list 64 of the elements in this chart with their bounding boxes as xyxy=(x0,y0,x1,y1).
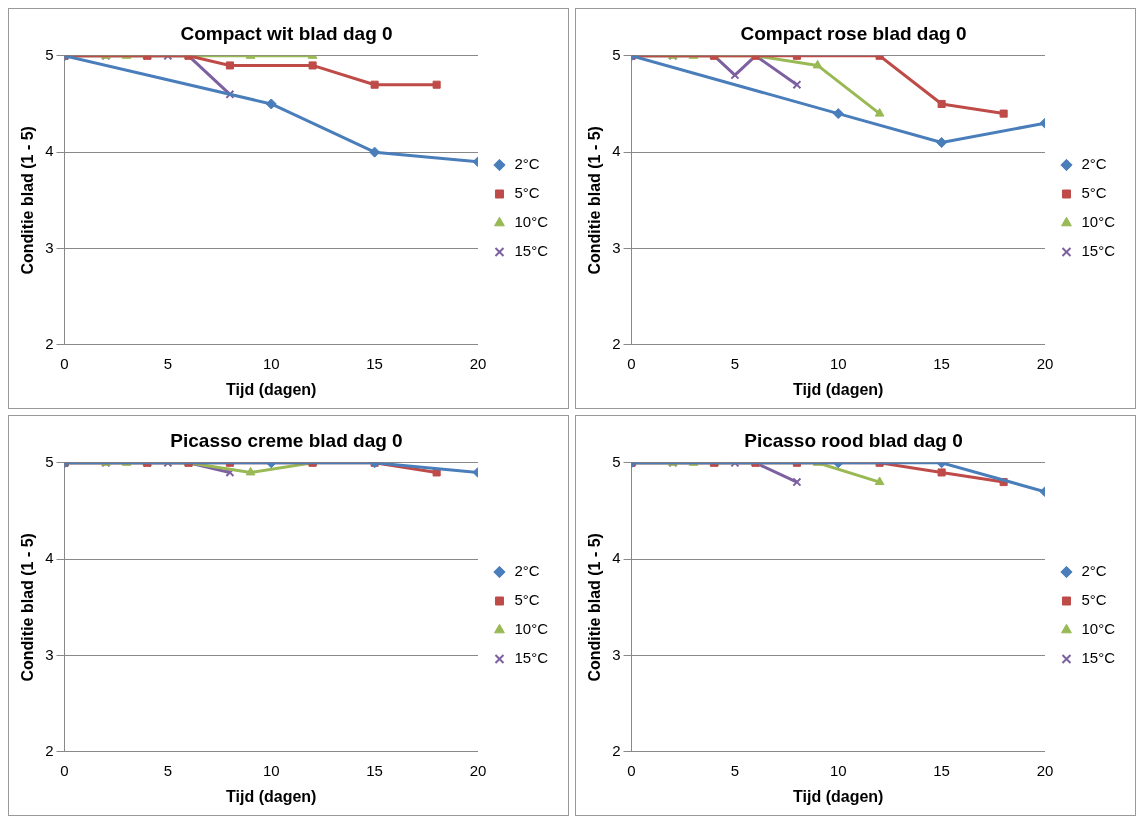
legend-label: 15°C xyxy=(514,242,549,260)
y-tick-label: 2 xyxy=(45,334,54,352)
legend-label: 2°C xyxy=(514,562,540,580)
y-tick-label: 2 xyxy=(612,334,621,352)
x-axis-title: Tijd (dagen) xyxy=(226,380,317,398)
x-tick-label: 5 xyxy=(163,761,173,779)
y-axis-title: Conditie blad (1 - 5) xyxy=(19,533,37,682)
legend-label: 10°C xyxy=(514,620,549,638)
x-tick-label: 10 xyxy=(829,354,847,372)
x-tick-label: 15 xyxy=(366,354,383,372)
legend-label: 15°C xyxy=(1081,242,1116,260)
x-tick-label: 5 xyxy=(730,761,740,779)
legend-label: 5°C xyxy=(514,591,540,609)
x-tick-label: 10 xyxy=(262,761,280,779)
x-tick-label: 0 xyxy=(627,354,636,372)
y-tick-label: 2 xyxy=(612,741,621,759)
y-tick-label: 4 xyxy=(612,142,621,160)
x-tick-label: 0 xyxy=(60,761,69,779)
y-tick-label: 3 xyxy=(45,238,54,256)
x-axis-title: Tijd (dagen) xyxy=(793,380,884,398)
y-tick-label: 5 xyxy=(45,45,54,63)
y-tick-label: 5 xyxy=(612,45,621,63)
chart-title: Picasso creme blad dag 0 xyxy=(170,429,403,451)
x-axis-title: Tijd (dagen) xyxy=(793,787,884,805)
legend-label: 15°C xyxy=(514,649,549,667)
x-tick-label: 5 xyxy=(730,354,740,372)
y-axis-title: Conditie blad (1 - 5) xyxy=(19,126,37,275)
chart-title: Compact rose blad dag 0 xyxy=(740,22,967,44)
legend-label: 10°C xyxy=(1081,213,1116,231)
chart-title: Compact wit blad dag 0 xyxy=(180,22,393,44)
x-tick-label: 15 xyxy=(933,354,950,372)
legend-label: 15°C xyxy=(1081,649,1116,667)
y-tick-label: 5 xyxy=(45,452,54,470)
x-tick-label: 20 xyxy=(469,354,487,372)
y-tick-label: 3 xyxy=(612,645,621,663)
y-tick-label: 5 xyxy=(612,452,621,470)
chart-title: Picasso rood blad dag 0 xyxy=(744,429,963,451)
legend-label: 5°C xyxy=(1081,184,1107,202)
legend-label: 5°C xyxy=(1081,591,1107,609)
x-tick-label: 20 xyxy=(469,761,487,779)
y-tick-label: 4 xyxy=(45,549,54,567)
y-tick-label: 3 xyxy=(612,238,621,256)
y-axis-title: Conditie blad (1 - 5) xyxy=(586,533,604,682)
y-axis-title: Conditie blad (1 - 5) xyxy=(586,126,604,275)
y-tick-label: 2 xyxy=(45,741,54,759)
x-tick-label: 15 xyxy=(933,761,950,779)
legend-label: 10°C xyxy=(514,213,549,231)
y-tick-label: 4 xyxy=(612,549,621,567)
x-axis-title: Tijd (dagen) xyxy=(226,787,317,805)
x-tick-label: 5 xyxy=(163,354,173,372)
x-tick-label: 15 xyxy=(366,761,383,779)
legend-label: 2°C xyxy=(514,155,540,173)
legend-label: 10°C xyxy=(1081,620,1116,638)
y-tick-label: 4 xyxy=(45,142,54,160)
x-tick-label: 20 xyxy=(1036,761,1054,779)
x-tick-label: 10 xyxy=(262,354,280,372)
legend-label: 2°C xyxy=(1081,155,1107,173)
x-tick-label: 20 xyxy=(1036,354,1054,372)
x-tick-label: 0 xyxy=(627,761,636,779)
x-tick-label: 10 xyxy=(829,761,847,779)
legend-label: 5°C xyxy=(514,184,540,202)
x-tick-label: 0 xyxy=(60,354,69,372)
y-tick-label: 3 xyxy=(45,645,54,663)
legend-label: 2°C xyxy=(1081,562,1107,580)
